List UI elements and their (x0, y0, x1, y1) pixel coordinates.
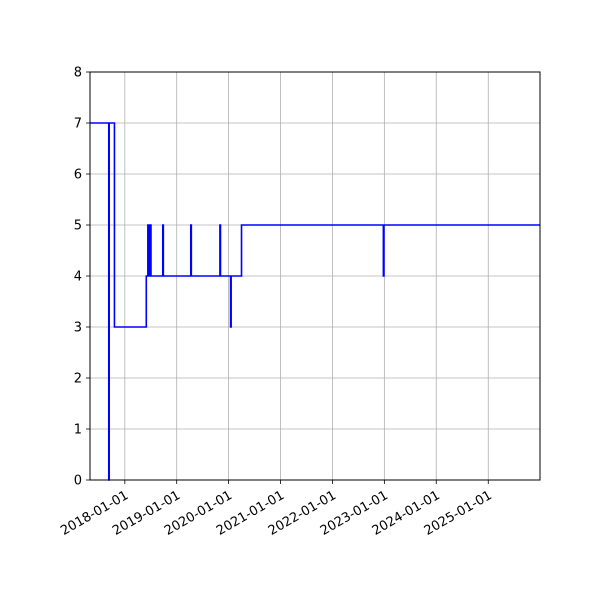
series-layer (90, 122, 540, 481)
y-tick-label: 4 (74, 270, 82, 285)
y-tick-label: 0 (74, 474, 82, 489)
y-tick-label: 2 (74, 372, 82, 387)
y-tick-label: 8 (74, 66, 82, 81)
y-tick-label: 6 (74, 168, 82, 183)
y-tick-label: 1 (74, 423, 82, 438)
y-axis: 0 1 2 3 4 5 6 7 8 (74, 66, 90, 489)
series-line (90, 122, 540, 481)
y-tick-label: 3 (74, 321, 82, 336)
y-tick-label: 7 (74, 117, 82, 132)
y-tick-label: 5 (74, 219, 82, 234)
